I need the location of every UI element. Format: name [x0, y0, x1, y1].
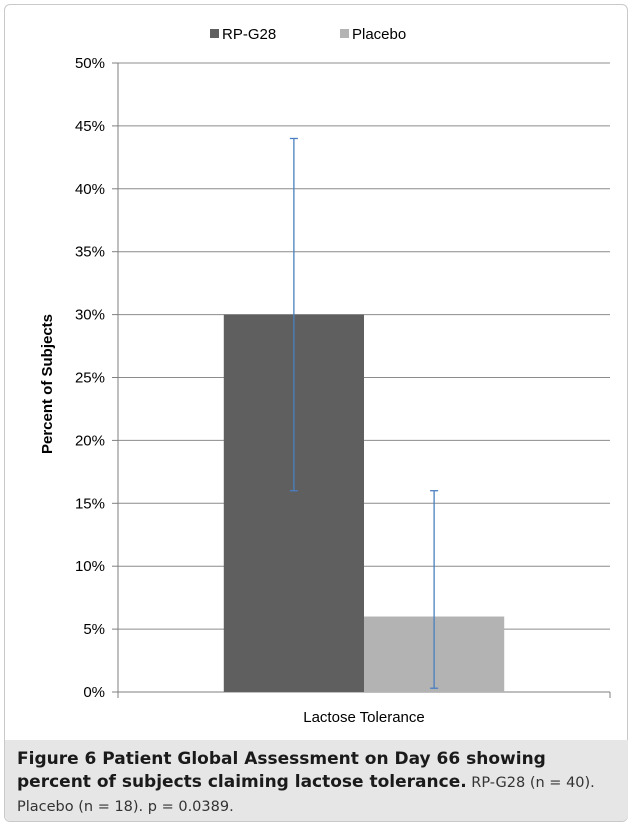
error-bars — [289, 137, 439, 689]
y-axis-ticks: 0% 5% 10% 15% 20% 25% 30% 35% 40% 45% 50% — [75, 55, 105, 701]
bar-chart: 0% 5% 10% 15% 20% 25% 30% 35% 40% 45% 50% RP-G28 Pl… — [39, 26, 611, 726]
caption-body: RP-G28 (n = 40). Placebo (n = 18). p = 0… — [17, 775, 595, 815]
y-tick-label: 50% — [75, 55, 105, 72]
legend-swatch — [340, 29, 349, 38]
y-tick-label: 45% — [75, 118, 105, 135]
y-tick-label: 30% — [75, 307, 105, 324]
caption-box — [5, 740, 628, 821]
y-tick-label: 35% — [75, 244, 105, 261]
x-category-label: Lactose Tolerance — [303, 709, 424, 726]
legend: RP-G28 Placebo — [210, 26, 406, 43]
y-tick-label: 5% — [83, 621, 105, 638]
y-tick-label: 40% — [75, 181, 105, 198]
y-tick-label: 20% — [75, 432, 105, 449]
legend-label: RP-G28 — [222, 26, 276, 43]
y-tick-label: 0% — [83, 684, 105, 701]
y-tick-label: 10% — [75, 558, 105, 575]
figure-caption: Figure 6 Patient Global Assessment on Da… — [17, 748, 617, 819]
y-tick-label: 25% — [75, 370, 105, 387]
y-axis-label: Percent of Subjects — [39, 314, 56, 454]
legend-label: Placebo — [352, 26, 406, 43]
y-tick-label: 15% — [75, 495, 105, 512]
legend-swatch — [210, 29, 219, 38]
caption-title: Figure 6 Patient Global Assessment on Da… — [17, 749, 546, 792]
